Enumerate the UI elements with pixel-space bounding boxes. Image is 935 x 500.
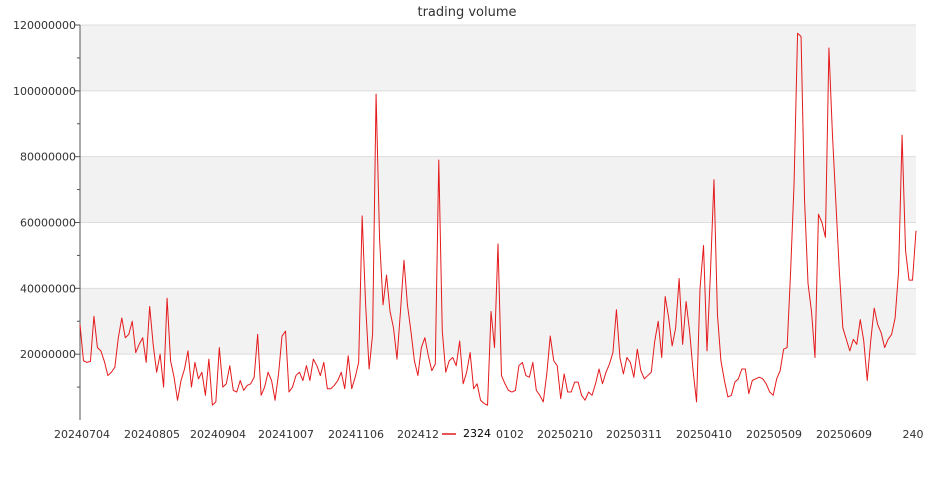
y-tick-label: 120000000 — [13, 19, 76, 32]
legend: 2324 — [442, 425, 494, 441]
x-tick-label: 0102 — [496, 428, 524, 441]
legend-label-background — [462, 425, 494, 441]
series-line-2324 — [79, 32, 917, 406]
legend-label: 2324 — [463, 427, 491, 440]
grid-band — [80, 25, 916, 91]
y-axis: 20000000 40000000 60000000 80000000 10000000… — [13, 19, 81, 420]
x-tick-label: 20250311 — [606, 428, 662, 441]
x-tick-label: 240 — [903, 428, 924, 441]
x-tick-label: 202412 — [397, 428, 439, 441]
x-tick-label: 20250210 — [537, 428, 593, 441]
grid-bands — [80, 25, 916, 355]
x-tick-label: 20241106 — [328, 428, 384, 441]
grid-band — [80, 156, 916, 223]
x-tick-label: 20240704 — [54, 428, 110, 441]
x-tick-label: 20250609 — [816, 428, 872, 441]
grid-band — [80, 288, 916, 355]
y-tick-label: 60000000 — [20, 217, 76, 230]
x-tick-label: 20250410 — [676, 428, 732, 441]
chart-title: trading volume — [417, 5, 516, 20]
plot-area — [79, 32, 917, 406]
y-tick-label: 40000000 — [20, 282, 76, 295]
y-tick-label: 80000000 — [20, 151, 76, 164]
x-tick-label: 20240805 — [124, 428, 180, 441]
x-tick-label: 20240904 — [190, 428, 246, 441]
y-tick-label: 20000000 — [20, 348, 76, 361]
x-tick-label: 20250509 — [746, 428, 802, 441]
y-tick-label: 100000000 — [13, 85, 76, 98]
x-axis: 20240704 20240805 20240904 20241007 20241106… — [54, 428, 924, 441]
x-tick-label: 20241007 — [258, 428, 314, 441]
